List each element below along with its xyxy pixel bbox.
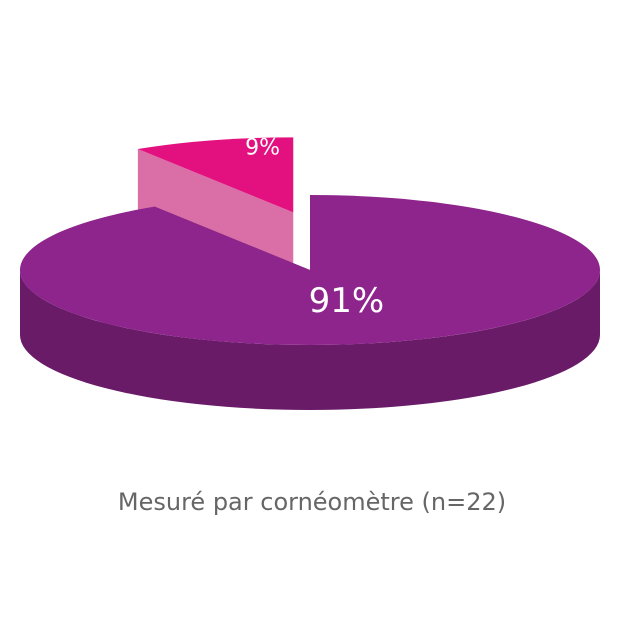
chart-caption: Mesuré par cornéomètre (n=22) [118,488,506,516]
value-label: 9% [245,135,280,160]
slice-side [20,270,600,410]
value-label: 91% [309,281,385,321]
slice [19,195,600,345]
slice [137,137,294,213]
slice-cut-face [137,149,294,278]
